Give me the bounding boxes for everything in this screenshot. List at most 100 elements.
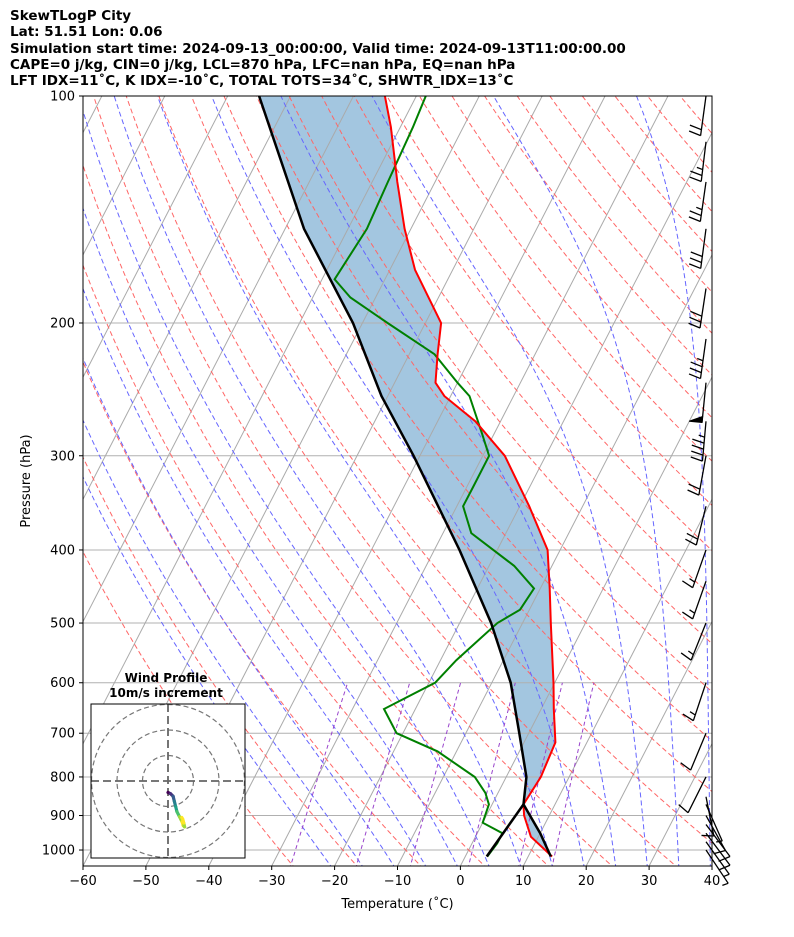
y-tick-label: 900: [50, 809, 75, 824]
barb-half-flag: [716, 840, 723, 843]
dry-adiabat: [125, 96, 677, 866]
barb-half-flag: [696, 166, 703, 171]
dry-adiabat: [223, 96, 712, 742]
y-tick-label: 300: [50, 449, 75, 464]
isotherm-line: [83, 96, 417, 745]
moist-adiabat: [83, 356, 395, 866]
moist-adiabat: [113, 96, 522, 866]
x-tick-label: 0: [456, 874, 464, 889]
dry-adiabat: [83, 263, 486, 866]
x-tick-label: −20: [321, 874, 348, 889]
x-tick-label: −10: [384, 874, 411, 889]
x-tick-label: 10: [515, 874, 532, 889]
barb-staff: [705, 824, 731, 857]
dry-adiabat: [418, 96, 712, 462]
x-tick-label: 40: [704, 874, 721, 889]
isotherm-line: [83, 96, 354, 623]
moist-adiabat: [83, 206, 458, 866]
cape-shading: [259, 96, 556, 857]
hodograph-segment: [180, 815, 185, 821]
dewpoint-line: [333, 96, 536, 858]
barb-full-flag: [685, 538, 697, 546]
barb-full-flag: [689, 176, 702, 183]
cape-fill-layer: [259, 96, 556, 857]
barb-full-flag: [718, 855, 731, 862]
wind-barb: [678, 776, 707, 814]
wind-barb: [688, 382, 707, 424]
moist-adiabat: [83, 475, 332, 866]
wind-barb: [705, 815, 726, 855]
profile-layer: [257, 96, 557, 858]
barb-staff: [690, 732, 707, 771]
barb-full-flag: [689, 367, 702, 374]
dry-adiabat: [158, 96, 712, 844]
x-tick-label: −30: [258, 874, 285, 889]
dry-adiabat: [288, 96, 712, 645]
barb-full-flag: [718, 864, 731, 871]
moist-adiabat: [157, 96, 553, 866]
y-tick-label: 100: [50, 90, 75, 105]
y-tick-label: 1000: [42, 844, 75, 859]
wind-barb: [682, 549, 707, 589]
dry-adiabat: [83, 360, 422, 866]
x-tick-label: −40: [195, 874, 222, 889]
hodograph-subtitle: 10m/s increment: [109, 686, 223, 700]
isotherm-line: [711, 864, 712, 866]
dry-adiabat: [83, 163, 550, 866]
y-tick-label: 800: [50, 770, 75, 785]
barb-full-flag: [690, 170, 703, 177]
barb-staff: [705, 849, 729, 884]
figure-title-block: SkewTLogP City Lat: 51.51 Lon: 0.06 Simu…: [10, 8, 790, 89]
barb-full-flag: [688, 263, 701, 270]
y-tick-label: 600: [50, 676, 75, 691]
y-tick-label: 200: [50, 316, 75, 331]
moist-adiabat: [211, 96, 585, 866]
x-tick-label: 30: [641, 874, 658, 889]
barb-half-flag: [698, 434, 705, 438]
barb-full-flag: [686, 532, 699, 540]
axes-layer: −60 −50 −40 −30 −20 −10 0 10 20 30 40 1000 900 800 700…: [19, 90, 720, 913]
barb-full-flag: [689, 316, 702, 323]
barb-full-flag: [691, 450, 704, 456]
wind-barb: [680, 622, 707, 661]
figure-title: SkewTLogP City: [10, 8, 132, 24]
wind-barb: [682, 682, 707, 722]
barb-staff: [701, 382, 707, 423]
x-tick-label: 20: [578, 874, 595, 889]
barb-full-flag: [688, 322, 701, 329]
y-tick-label: 700: [50, 727, 75, 742]
barb-half-flag: [696, 206, 703, 211]
barb-full-flag: [689, 257, 702, 264]
isotherm-line: [83, 96, 166, 256]
barb-full-flag: [692, 438, 705, 444]
wind-barb: [688, 95, 707, 137]
barb-half-flag: [687, 650, 694, 656]
wind-barb: [705, 832, 731, 871]
simulation-times: Simulation start time: 2024-09-13_00:00:…: [10, 40, 626, 57]
barb-full-flag: [682, 713, 694, 722]
barb-full-flag: [690, 310, 703, 317]
isotherm-line: [334, 131, 712, 866]
moist-adiabat: [83, 109, 490, 866]
wind-barb: [705, 824, 731, 862]
barb-full-flag: [688, 483, 701, 490]
y-tick-label: 500: [50, 617, 75, 632]
wind-barb: [682, 580, 707, 620]
dry-adiabat: [190, 96, 712, 793]
moist-adiabat: [280, 96, 617, 866]
wind-barb: [705, 849, 729, 886]
moist-adiabat: [83, 287, 427, 866]
lcl-segment-line: [485, 803, 525, 858]
x-axis-label: Temperature (˚C): [340, 896, 453, 912]
wind-barb: [688, 338, 707, 380]
x-tick-label: −60: [69, 874, 96, 889]
wind-barb: [688, 228, 707, 270]
barb-staff: [687, 776, 707, 814]
moist-adiabat: [83, 418, 363, 866]
barb-half-flag: [696, 357, 704, 362]
dry-adiabat: [83, 456, 358, 866]
hodograph-title: Wind Profile: [125, 671, 208, 685]
barb-full-flag: [713, 849, 726, 855]
x-tick-label: −50: [132, 874, 159, 889]
